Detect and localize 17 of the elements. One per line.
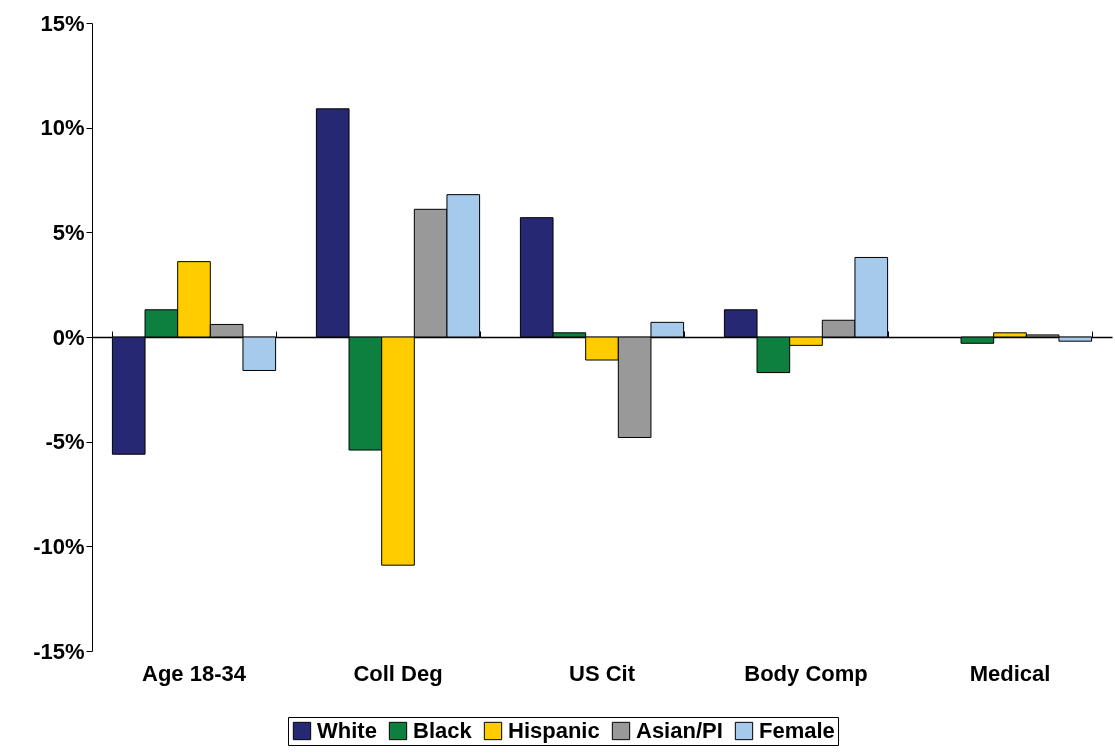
legend-label: Hispanic <box>508 718 600 743</box>
y-tick-label: 5% <box>52 219 85 245</box>
legend-label: Female <box>759 718 835 743</box>
x-tick-label: Coll Deg <box>353 660 443 686</box>
y-tick-label: -15% <box>33 638 85 664</box>
legend-label: White <box>317 718 377 743</box>
x-tick-label: Body Comp <box>744 660 868 686</box>
y-tick-label: -5% <box>45 429 85 455</box>
x-tick-label: Age 18-34 <box>142 660 247 686</box>
legend-label: Black <box>413 718 473 743</box>
legend-label: Asian/PI <box>636 718 723 743</box>
x-tick-label: US Cit <box>569 660 636 686</box>
y-tick-label: 10% <box>40 115 85 141</box>
x-tick-label: Medical <box>969 660 1051 686</box>
y-tick-label: -10% <box>33 533 85 559</box>
y-tick-label: 0% <box>52 324 85 350</box>
y-tick-label: 15% <box>40 10 85 36</box>
